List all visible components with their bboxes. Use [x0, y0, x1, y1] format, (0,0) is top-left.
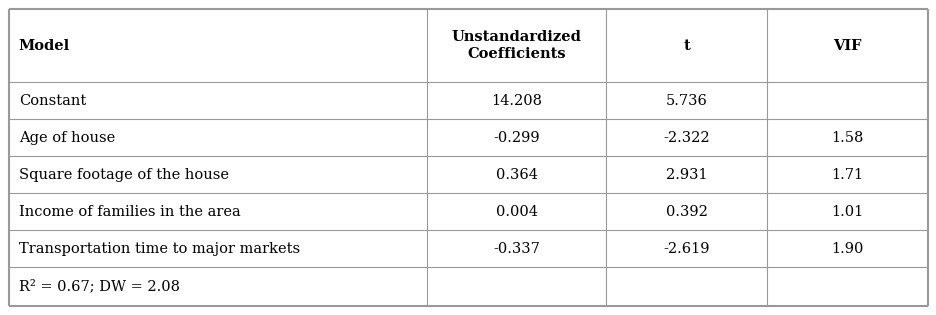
Text: Constant: Constant	[19, 94, 86, 107]
Text: Square footage of the house: Square footage of the house	[19, 168, 228, 181]
Text: 1.58: 1.58	[830, 130, 863, 145]
Text: 0.004: 0.004	[495, 204, 537, 219]
Text: 14.208: 14.208	[490, 94, 542, 107]
Text: Model: Model	[19, 39, 70, 53]
Text: 1.90: 1.90	[830, 242, 863, 255]
Text: 5.736: 5.736	[665, 94, 707, 107]
Text: Income of families in the area: Income of families in the area	[19, 204, 241, 219]
Text: 2.931: 2.931	[665, 168, 707, 181]
Text: -0.299: -0.299	[493, 130, 539, 145]
Text: -2.322: -2.322	[663, 130, 709, 145]
Text: -2.619: -2.619	[663, 242, 709, 255]
Text: Transportation time to major markets: Transportation time to major markets	[19, 242, 300, 255]
Text: 1.01: 1.01	[830, 204, 862, 219]
Text: 1.71: 1.71	[830, 168, 862, 181]
Text: -0.337: -0.337	[492, 242, 539, 255]
Text: 0.392: 0.392	[665, 204, 707, 219]
Text: R² = 0.67; DW = 2.08: R² = 0.67; DW = 2.08	[19, 279, 180, 293]
Text: Age of house: Age of house	[19, 130, 115, 145]
Text: VIF: VIF	[832, 39, 860, 53]
Text: Unstandardized
Coefficients: Unstandardized Coefficients	[451, 30, 581, 61]
Text: 0.364: 0.364	[495, 168, 537, 181]
Text: t: t	[682, 39, 689, 53]
